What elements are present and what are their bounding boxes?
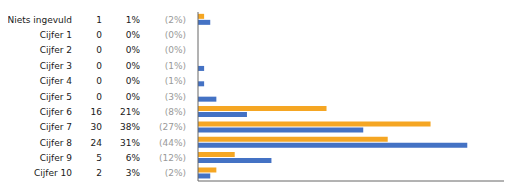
svg-text:(2%): (2%) [165, 15, 186, 25]
svg-text:(0%): (0%) [165, 30, 186, 40]
svg-text:0: 0 [96, 45, 102, 55]
svg-text:31%: 31% [120, 138, 140, 148]
svg-text:Niets ingevuld: Niets ingevuld [8, 15, 72, 25]
svg-text:21%: 21% [120, 107, 140, 117]
svg-text:(44%): (44%) [159, 138, 186, 148]
svg-text:38%: 38% [120, 122, 140, 132]
svg-text:Cijfer 3: Cijfer 3 [40, 61, 72, 71]
svg-text:6%: 6% [126, 153, 141, 163]
svg-text:24: 24 [91, 138, 103, 148]
svg-text:0%: 0% [126, 92, 141, 102]
svg-text:(1%): (1%) [165, 61, 186, 71]
svg-text:5: 5 [96, 153, 102, 163]
svg-text:Cijfer 7: Cijfer 7 [40, 122, 72, 132]
svg-text:3%: 3% [126, 168, 141, 178]
svg-text:Cijfer 6: Cijfer 6 [40, 107, 73, 117]
svg-text:0: 0 [96, 30, 102, 40]
svg-text:Cijfer 2: Cijfer 2 [40, 45, 72, 55]
svg-text:30: 30 [91, 122, 103, 132]
svg-text:Cijfer 10: Cijfer 10 [34, 168, 72, 178]
svg-text:(8%): (8%) [165, 107, 186, 117]
svg-text:Cijfer 4: Cijfer 4 [40, 76, 73, 86]
svg-text:0%: 0% [126, 45, 141, 55]
svg-text:0: 0 [96, 76, 102, 86]
svg-text:(3%): (3%) [165, 92, 186, 102]
svg-text:16: 16 [91, 107, 103, 117]
svg-text:(12%): (12%) [159, 153, 186, 163]
svg-text:Cijfer 5: Cijfer 5 [40, 92, 72, 102]
svg-text:(1%): (1%) [165, 76, 186, 86]
svg-text:2: 2 [96, 168, 102, 178]
svg-text:0%: 0% [126, 76, 141, 86]
svg-text:Cijfer 9: Cijfer 9 [40, 153, 73, 163]
svg-text:1: 1 [96, 15, 102, 25]
svg-text:0%: 0% [126, 30, 141, 40]
svg-text:Cijfer 1: Cijfer 1 [40, 30, 72, 40]
svg-text:(27%): (27%) [159, 122, 186, 132]
svg-text:1%: 1% [126, 15, 141, 25]
svg-text:(0%): (0%) [165, 45, 186, 55]
svg-text:0: 0 [96, 92, 102, 102]
svg-text:0%: 0% [126, 61, 141, 71]
svg-text:(2%): (2%) [165, 168, 186, 178]
svg-text:Cijfer 8: Cijfer 8 [40, 138, 73, 148]
svg-text:0: 0 [96, 61, 102, 71]
